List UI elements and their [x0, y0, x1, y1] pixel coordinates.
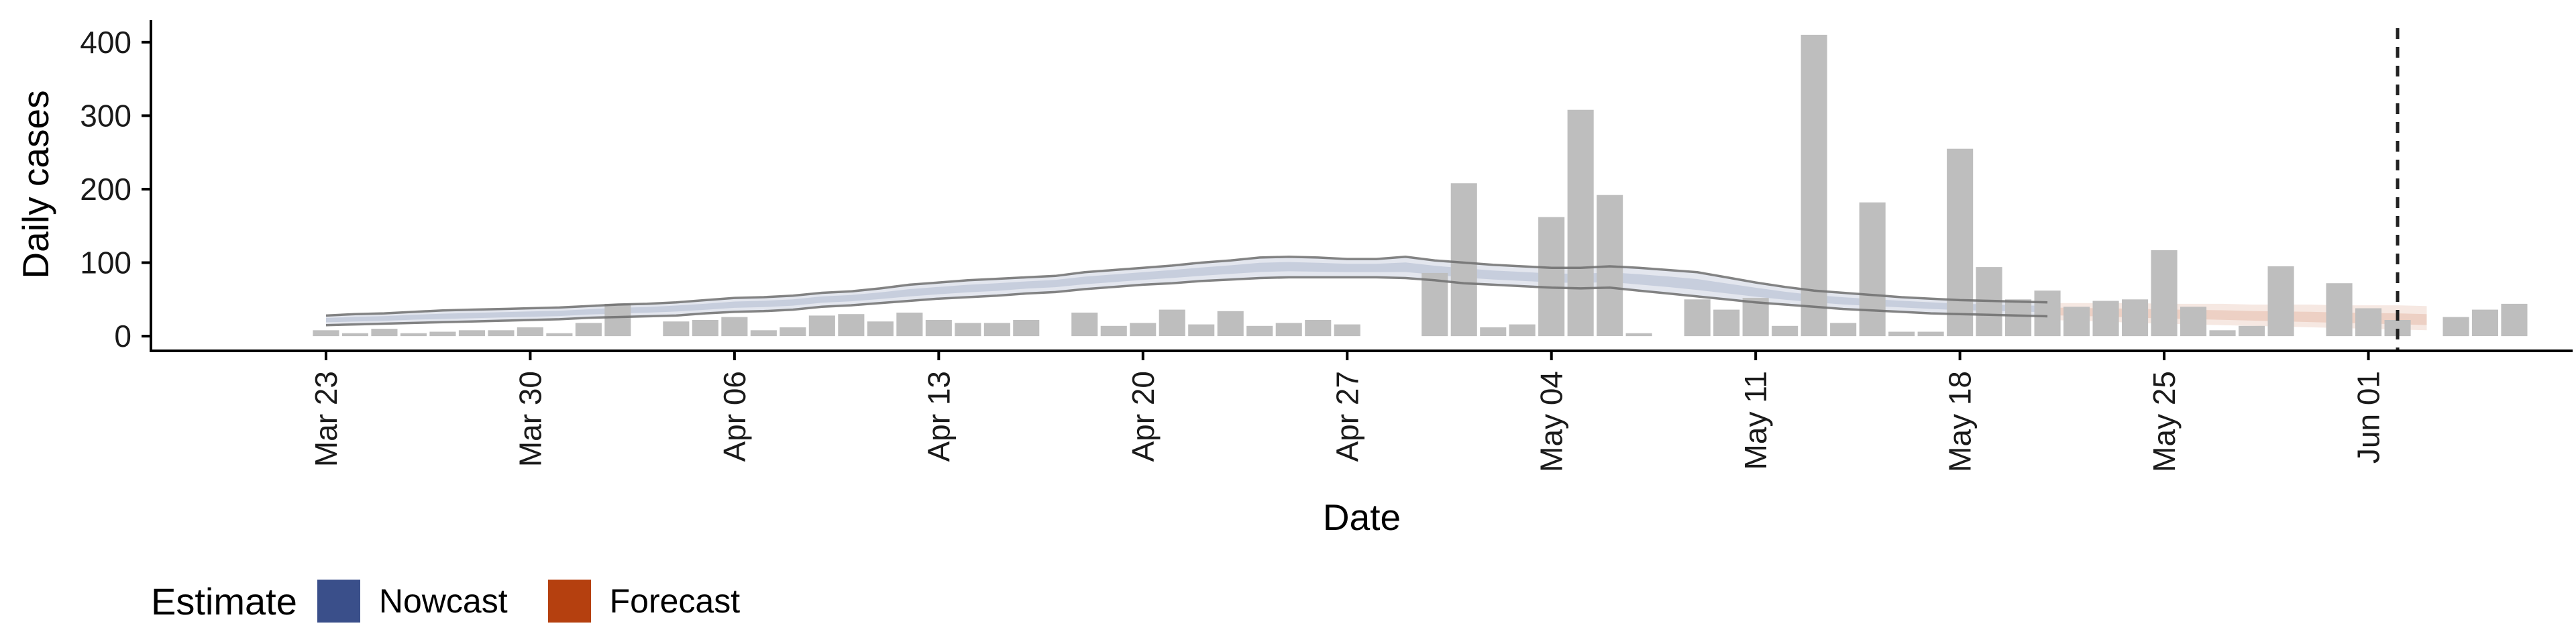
case-bar — [983, 323, 1010, 337]
x-tick-label: Apr 27 — [1330, 371, 1364, 462]
estimate-lines — [325, 256, 2048, 327]
case-bar — [341, 333, 368, 337]
case-bar — [1509, 324, 1536, 337]
nowcast-band-outer — [326, 256, 2048, 325]
case-bar — [2180, 307, 2207, 337]
case-bar — [1305, 320, 1332, 337]
legend-label-forecast: Forecast — [609, 582, 741, 620]
case-bar — [1830, 323, 1857, 337]
case-bar — [1013, 320, 1040, 337]
y-axis-title: Daily cases — [15, 90, 56, 278]
case-bar — [692, 320, 718, 337]
case-bar — [1947, 148, 1974, 337]
case-bar — [2267, 266, 2294, 337]
x-tick-label: Jun 01 — [2351, 371, 2386, 464]
legend: Estimate Nowcast Forecast — [151, 574, 780, 628]
y-tick-label: 0 — [114, 319, 131, 354]
x-tick-label: Mar 30 — [513, 371, 547, 467]
case-bar — [2443, 317, 2469, 337]
y-tick-label: 300 — [80, 98, 131, 133]
nowcast-lower-line — [325, 276, 2048, 327]
case-bar — [313, 330, 339, 337]
case-bar — [955, 323, 981, 337]
case-bar — [1567, 109, 1594, 337]
x-tick-label: Apr 06 — [717, 371, 752, 462]
case-bar — [1071, 313, 1098, 337]
case-bar — [1334, 324, 1360, 337]
case-bar — [1625, 333, 1652, 337]
case-bar — [2122, 299, 2149, 337]
chart-svg: 0 100 200 300 400 Mar 23 Mar 30 Apr 06 Apr 13 Ap… — [15, 20, 2573, 538]
case-bar — [2034, 290, 2061, 337]
case-bar — [546, 333, 573, 337]
case-bar — [2005, 299, 2032, 337]
case-bar — [1888, 331, 1915, 337]
case-bar — [2471, 309, 2498, 336]
case-bar — [1217, 311, 1244, 336]
x-tick-label: Mar 23 — [309, 371, 343, 467]
case-bar — [1684, 299, 1711, 337]
case-bar — [1917, 331, 1944, 337]
case-bar — [575, 323, 602, 337]
case-bar — [604, 303, 631, 337]
case-bar — [1538, 217, 1565, 337]
case-bar — [750, 330, 777, 337]
y-ticks: 0 100 200 300 400 — [80, 25, 151, 354]
legend-key-nowcast — [317, 580, 360, 623]
case-bar — [1188, 324, 1215, 337]
case-bar — [1859, 202, 1886, 337]
case-bar — [925, 320, 952, 337]
case-bar — [1742, 298, 1769, 337]
legend-label-nowcast: Nowcast — [378, 582, 508, 620]
case-bar — [1246, 325, 1273, 337]
case-bar — [1801, 34, 1827, 337]
case-bar — [2151, 250, 2178, 337]
case-bar — [780, 327, 806, 336]
x-tick-label: May 18 — [1943, 371, 1978, 472]
case-bar — [1159, 309, 1185, 336]
case-bars — [313, 34, 2528, 337]
case-bar — [1772, 325, 1799, 337]
y-tick-label: 400 — [80, 25, 131, 60]
case-bar — [2239, 325, 2265, 337]
case-bar — [1480, 327, 1507, 336]
x-tick-label: Apr 20 — [1126, 371, 1161, 462]
case-bar — [2501, 303, 2528, 337]
y-tick-label: 100 — [80, 246, 131, 280]
nowcast-upper-line — [325, 256, 2048, 317]
x-tick-label: May 25 — [2147, 371, 2182, 472]
case-bar — [867, 321, 894, 337]
case-bar — [1100, 325, 1127, 337]
x-tick-label: Apr 13 — [921, 371, 956, 462]
y-tick-label: 200 — [80, 172, 131, 207]
case-bar — [2063, 307, 2090, 337]
legend-title: Estimate — [151, 580, 297, 623]
case-bar — [838, 314, 865, 337]
x-tick-label: May 11 — [1738, 371, 1773, 470]
x-ticks: Mar 23 Mar 30 Apr 06 Apr 13 Apr 20 Apr 27 May … — [309, 351, 2386, 472]
case-bar — [429, 331, 456, 337]
axes — [150, 20, 2573, 352]
case-bar — [896, 313, 923, 337]
case-bar — [1130, 323, 1157, 337]
case-bar — [2092, 301, 2119, 337]
case-bar — [2326, 283, 2353, 337]
case-bar — [2209, 330, 2236, 337]
case-bar — [458, 330, 485, 337]
case-bar — [1450, 183, 1477, 337]
case-bar — [488, 330, 515, 337]
case-bar — [2355, 308, 2382, 337]
legend-key-forecast — [547, 580, 591, 623]
case-bar — [1713, 309, 1740, 336]
case-bar — [517, 327, 543, 336]
case-bar — [371, 329, 398, 337]
x-tick-label: May 04 — [1534, 371, 1569, 472]
case-bar — [1421, 272, 1448, 337]
case-bar — [721, 317, 748, 337]
case-bar — [663, 321, 690, 337]
x-axis-title: Date — [1323, 496, 1401, 538]
case-bar — [808, 315, 835, 337]
case-bar — [400, 333, 427, 337]
case-bar — [1275, 323, 1302, 337]
